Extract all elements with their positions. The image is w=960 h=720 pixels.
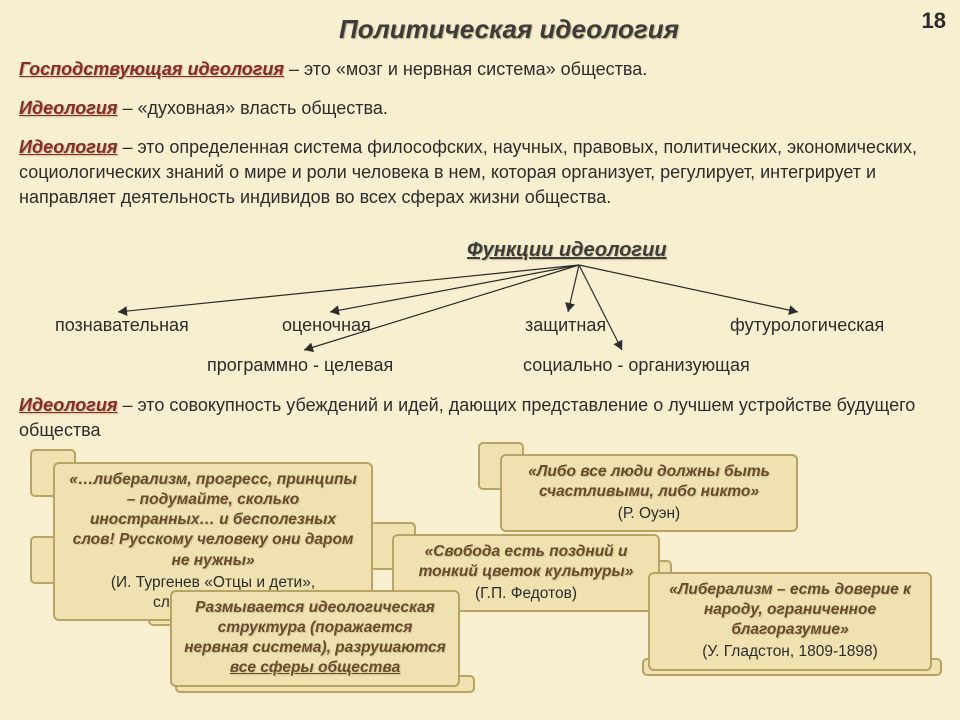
function-программно---целевая: программно - целевая	[207, 355, 393, 376]
quote-attr-2: (Р. Оуэн)	[514, 504, 784, 524]
function-оценочная: оценочная	[282, 315, 371, 336]
quote-text-5: «Либерализм – есть доверие к народу, огр…	[662, 580, 918, 640]
function-защитная: защитная	[525, 315, 606, 336]
function-футурологическая: футурологическая	[730, 315, 884, 336]
definition-below: Идеология – это совокупность убеждений и…	[19, 393, 937, 443]
quote-scroll-2: «Либо все люди должны быть счастливыми, …	[500, 454, 798, 532]
quote-text-4: Размывается идеологическая структура (по…	[184, 598, 446, 679]
term-below-text: – это совокупность убеждений и идей, даю…	[19, 395, 915, 440]
quote-text-3: «Свобода есть поздний и тонкий цветок ку…	[406, 542, 646, 582]
term-below: Идеология	[19, 395, 117, 415]
quote-text-1: «…либерализм, прогресс, принципы – подум…	[67, 470, 359, 571]
function-познавательная: познавательная	[55, 315, 189, 336]
quote-scroll-5: «Либерализм – есть доверие к народу, огр…	[648, 572, 932, 671]
quote-scroll-4: Размывается идеологическая структура (по…	[170, 590, 460, 687]
quote-text-2: «Либо все люди должны быть счастливыми, …	[514, 462, 784, 502]
quote-attr-5: (У. Гладстон, 1809-1898)	[662, 642, 918, 662]
function-социально---организующая: социально - организующая	[523, 355, 750, 376]
